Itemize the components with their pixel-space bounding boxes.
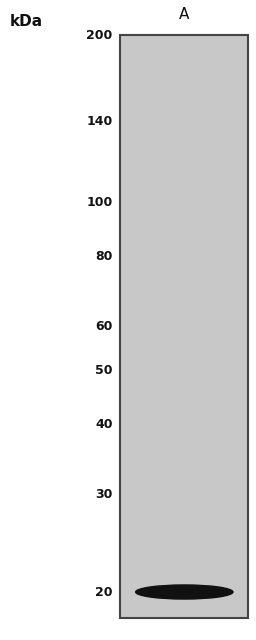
- Text: 30: 30: [95, 488, 113, 500]
- Text: 50: 50: [95, 364, 113, 377]
- Ellipse shape: [136, 585, 233, 599]
- FancyBboxPatch shape: [120, 35, 248, 618]
- Text: 80: 80: [95, 250, 113, 263]
- Text: A: A: [179, 8, 189, 22]
- Text: 40: 40: [95, 418, 113, 431]
- Text: 20: 20: [95, 586, 113, 598]
- Text: 200: 200: [86, 29, 113, 42]
- Text: 100: 100: [86, 196, 113, 209]
- Text: kDa: kDa: [10, 14, 43, 29]
- Text: 140: 140: [86, 115, 113, 128]
- Text: 60: 60: [95, 320, 113, 333]
